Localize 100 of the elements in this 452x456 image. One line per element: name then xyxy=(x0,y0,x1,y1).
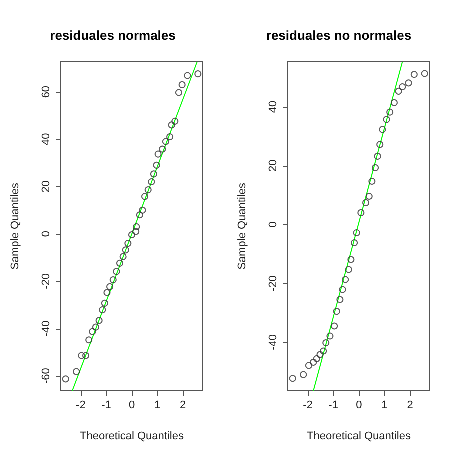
y-axis-title: Sample Quantiles xyxy=(10,182,22,270)
point xyxy=(390,99,398,106)
x-axis-title: Theoretical Quantiles xyxy=(80,430,184,442)
y-tick-label: -20 xyxy=(268,276,280,292)
point xyxy=(358,209,365,216)
point xyxy=(194,70,202,78)
chart-title: residuales normales xyxy=(50,28,176,43)
x-tick-label: 1 xyxy=(382,400,388,412)
point xyxy=(139,206,146,214)
point xyxy=(333,308,340,316)
point xyxy=(339,286,346,294)
point xyxy=(342,276,350,284)
x-tick-label: 2 xyxy=(180,400,186,412)
point xyxy=(142,193,149,200)
point xyxy=(86,336,93,344)
point xyxy=(320,348,328,355)
point xyxy=(372,164,380,172)
y-tick-label: 20 xyxy=(268,160,280,172)
point xyxy=(336,296,344,304)
point xyxy=(116,260,124,267)
point xyxy=(351,239,358,246)
point xyxy=(289,375,296,382)
y-tick-label: 60 xyxy=(40,86,52,98)
point xyxy=(120,253,127,260)
point xyxy=(176,89,182,96)
point xyxy=(379,126,386,134)
y-tick-label: 20 xyxy=(40,180,52,193)
point xyxy=(166,134,174,141)
x-axis-title: Theoretical Quantiles xyxy=(307,430,412,442)
point xyxy=(316,351,324,358)
point xyxy=(376,141,384,148)
x-tick-label: 2 xyxy=(407,400,414,412)
point xyxy=(101,300,108,307)
point xyxy=(92,324,100,331)
point xyxy=(368,178,376,185)
point xyxy=(128,232,136,239)
x-tick-label: -1 xyxy=(328,400,338,412)
point xyxy=(310,358,318,366)
point xyxy=(366,192,373,200)
point xyxy=(348,256,355,264)
point xyxy=(136,212,144,219)
point xyxy=(178,81,186,88)
point xyxy=(184,72,192,80)
point xyxy=(73,368,80,376)
x-tick-label: 0 xyxy=(356,400,362,412)
y-tick-label: -60 xyxy=(40,368,52,384)
point xyxy=(132,228,140,236)
point xyxy=(172,118,179,125)
point xyxy=(106,283,114,290)
point xyxy=(405,80,412,87)
point xyxy=(305,362,312,370)
point xyxy=(133,223,140,230)
point xyxy=(113,268,120,276)
y-tick-label: 40 xyxy=(40,133,52,146)
point xyxy=(168,122,176,129)
point xyxy=(110,276,117,284)
point xyxy=(386,108,394,116)
point xyxy=(104,289,111,296)
x-tick-label: 1 xyxy=(154,400,161,412)
point xyxy=(122,246,130,254)
point xyxy=(326,332,334,340)
y-tick-label: -40 xyxy=(40,320,52,337)
y-tick-label: 0 xyxy=(40,231,52,238)
point xyxy=(153,162,160,169)
point xyxy=(353,229,360,236)
point xyxy=(374,152,382,160)
point xyxy=(383,116,390,124)
point xyxy=(362,199,370,206)
chart-title: residuales no normales xyxy=(266,28,412,43)
point xyxy=(150,170,158,178)
point xyxy=(159,146,166,153)
point xyxy=(331,322,338,330)
y-tick-label: 0 xyxy=(268,222,280,228)
point xyxy=(421,70,428,78)
x-tick-label: -2 xyxy=(303,400,313,412)
point xyxy=(82,352,90,360)
point xyxy=(89,328,96,336)
point xyxy=(154,150,162,158)
point xyxy=(399,84,406,91)
point xyxy=(410,71,418,78)
point xyxy=(144,186,152,194)
y-tick-label: -20 xyxy=(40,273,52,290)
y-tick-label: 40 xyxy=(268,100,280,114)
point xyxy=(313,355,320,362)
point xyxy=(300,371,308,378)
point xyxy=(99,306,106,314)
x-tick-label: -1 xyxy=(102,400,112,412)
x-tick-label: 0 xyxy=(128,400,136,412)
point xyxy=(148,178,156,186)
x-tick-label: -2 xyxy=(76,400,86,412)
point xyxy=(395,88,402,95)
point xyxy=(162,138,170,146)
y-tick-label: -40 xyxy=(268,334,280,350)
point xyxy=(62,376,70,383)
point xyxy=(322,340,330,347)
point xyxy=(78,352,86,360)
y-axis-title: Sample Quantiles xyxy=(236,182,248,270)
point xyxy=(345,266,352,274)
point xyxy=(124,240,132,248)
point xyxy=(96,317,103,324)
